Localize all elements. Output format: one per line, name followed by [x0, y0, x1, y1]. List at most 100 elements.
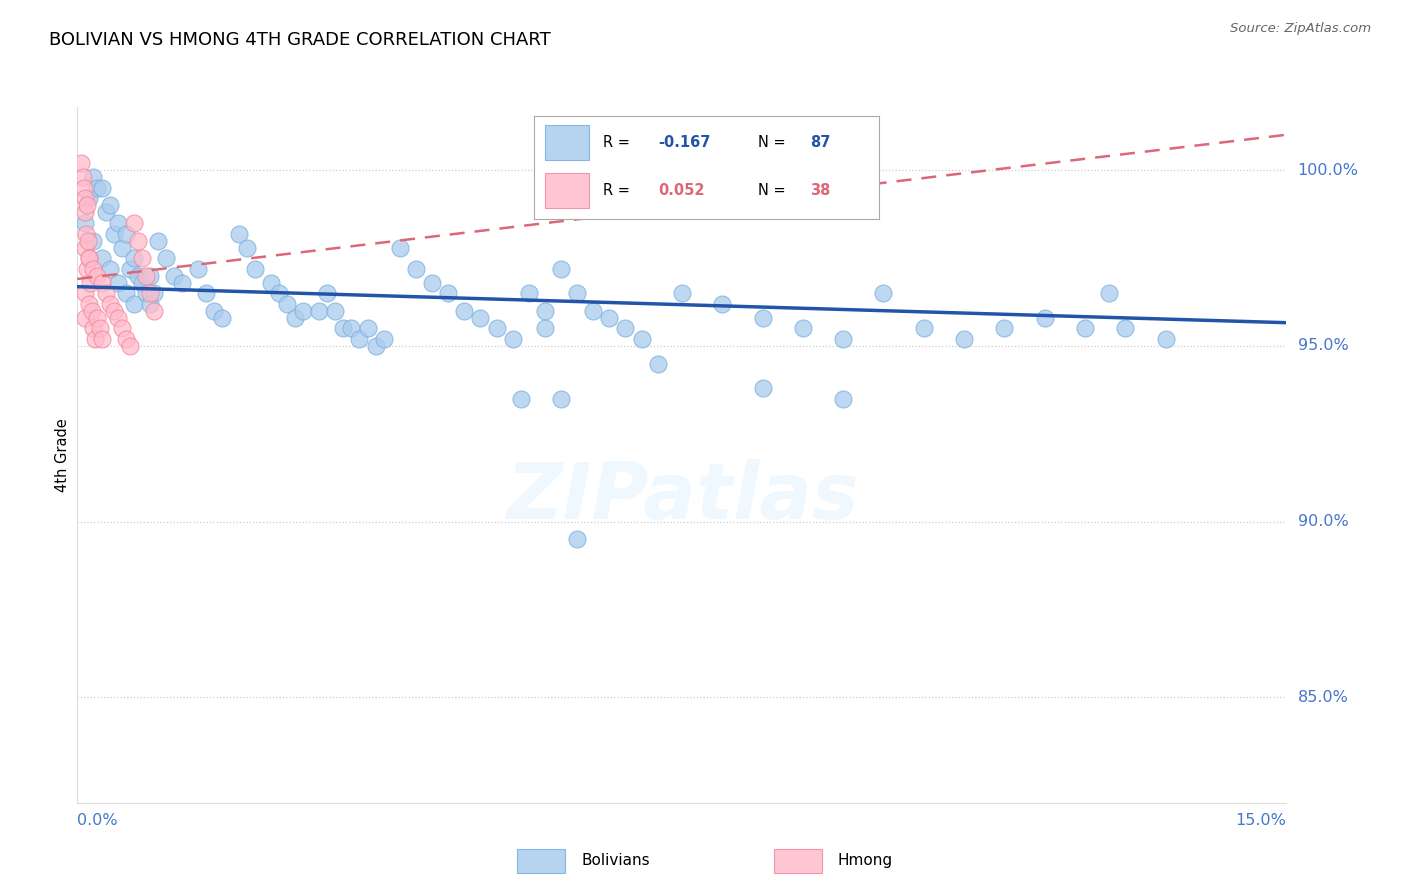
Point	[76, 261, 98, 276]
Point	[349, 332, 371, 346]
Point	[565, 286, 588, 301]
Text: 100.0%: 100.0%	[1298, 163, 1358, 178]
Point	[114, 227, 136, 241]
Point	[127, 268, 149, 283]
Point	[82, 321, 104, 335]
Point	[114, 286, 136, 301]
Point	[912, 321, 935, 335]
Point	[228, 227, 250, 241]
Point	[72, 170, 94, 185]
Point	[792, 321, 814, 335]
Point	[582, 303, 605, 318]
Point	[142, 286, 165, 301]
Point	[70, 156, 93, 170]
Point	[993, 321, 1015, 335]
Point	[953, 332, 976, 346]
Point	[107, 310, 129, 325]
Point	[373, 332, 395, 346]
Text: 90.0%: 90.0%	[1298, 514, 1348, 529]
Point	[107, 216, 129, 230]
Point	[284, 310, 307, 325]
Point	[139, 286, 162, 301]
Text: N =: N =	[758, 184, 790, 198]
Point	[98, 297, 121, 311]
Text: Source: ZipAtlas.com: Source: ZipAtlas.com	[1230, 22, 1371, 36]
Point	[82, 261, 104, 276]
Point	[82, 234, 104, 248]
Point	[90, 181, 112, 195]
Point	[75, 216, 97, 230]
Point	[142, 303, 165, 318]
Point	[832, 332, 855, 346]
Point	[356, 321, 378, 335]
Point	[75, 227, 97, 241]
Point	[1114, 321, 1136, 335]
Text: BOLIVIAN VS HMONG 4TH GRADE CORRELATION CHART: BOLIVIAN VS HMONG 4TH GRADE CORRELATION …	[49, 31, 551, 49]
Point	[470, 310, 492, 325]
Point	[316, 286, 339, 301]
Point	[86, 268, 108, 283]
Point	[90, 251, 112, 265]
Point	[139, 268, 162, 283]
Point	[118, 339, 141, 353]
Point	[502, 332, 524, 346]
Point	[276, 297, 298, 311]
Point	[550, 261, 572, 276]
Point	[79, 191, 101, 205]
Point	[323, 303, 346, 318]
Text: 15.0%: 15.0%	[1236, 814, 1286, 829]
Point	[260, 276, 283, 290]
Point	[103, 303, 125, 318]
Point	[90, 332, 112, 346]
Point	[751, 310, 773, 325]
Text: -0.167: -0.167	[658, 135, 710, 150]
Point	[111, 321, 134, 335]
Point	[73, 181, 96, 195]
Text: Bolivians: Bolivians	[582, 854, 650, 868]
Point	[73, 191, 96, 205]
Point	[114, 332, 136, 346]
FancyBboxPatch shape	[544, 173, 589, 208]
Point	[267, 286, 290, 301]
Point	[139, 297, 162, 311]
Point	[1074, 321, 1097, 335]
FancyBboxPatch shape	[544, 125, 589, 160]
Point	[94, 205, 117, 219]
Point	[332, 321, 354, 335]
Point	[1154, 332, 1177, 346]
Point	[1098, 286, 1121, 301]
Point	[405, 261, 427, 276]
Point	[388, 241, 411, 255]
Point	[550, 392, 572, 406]
Point	[235, 241, 257, 255]
Point	[211, 310, 233, 325]
Point	[364, 339, 387, 353]
Y-axis label: 4th Grade: 4th Grade	[55, 418, 70, 491]
Point	[509, 392, 531, 406]
Point	[202, 303, 225, 318]
Point	[98, 198, 121, 212]
Point	[485, 321, 508, 335]
Point	[437, 286, 460, 301]
Point	[243, 261, 266, 276]
Point	[131, 251, 153, 265]
Text: R =: R =	[603, 135, 634, 150]
Point	[94, 286, 117, 301]
Point	[565, 533, 588, 547]
Point	[751, 381, 773, 395]
Point	[172, 276, 194, 290]
Text: Hmong: Hmong	[838, 854, 893, 868]
Text: 0.052: 0.052	[658, 184, 704, 198]
Point	[80, 303, 103, 318]
Text: 87: 87	[810, 135, 830, 150]
FancyBboxPatch shape	[773, 849, 823, 872]
Point	[187, 261, 209, 276]
Point	[76, 198, 98, 212]
Text: 85.0%: 85.0%	[1298, 690, 1348, 705]
Point	[86, 181, 108, 195]
Point	[75, 241, 97, 255]
Point	[118, 261, 141, 276]
Point	[84, 332, 107, 346]
Text: 0.0%: 0.0%	[77, 814, 118, 829]
Point	[75, 286, 97, 301]
